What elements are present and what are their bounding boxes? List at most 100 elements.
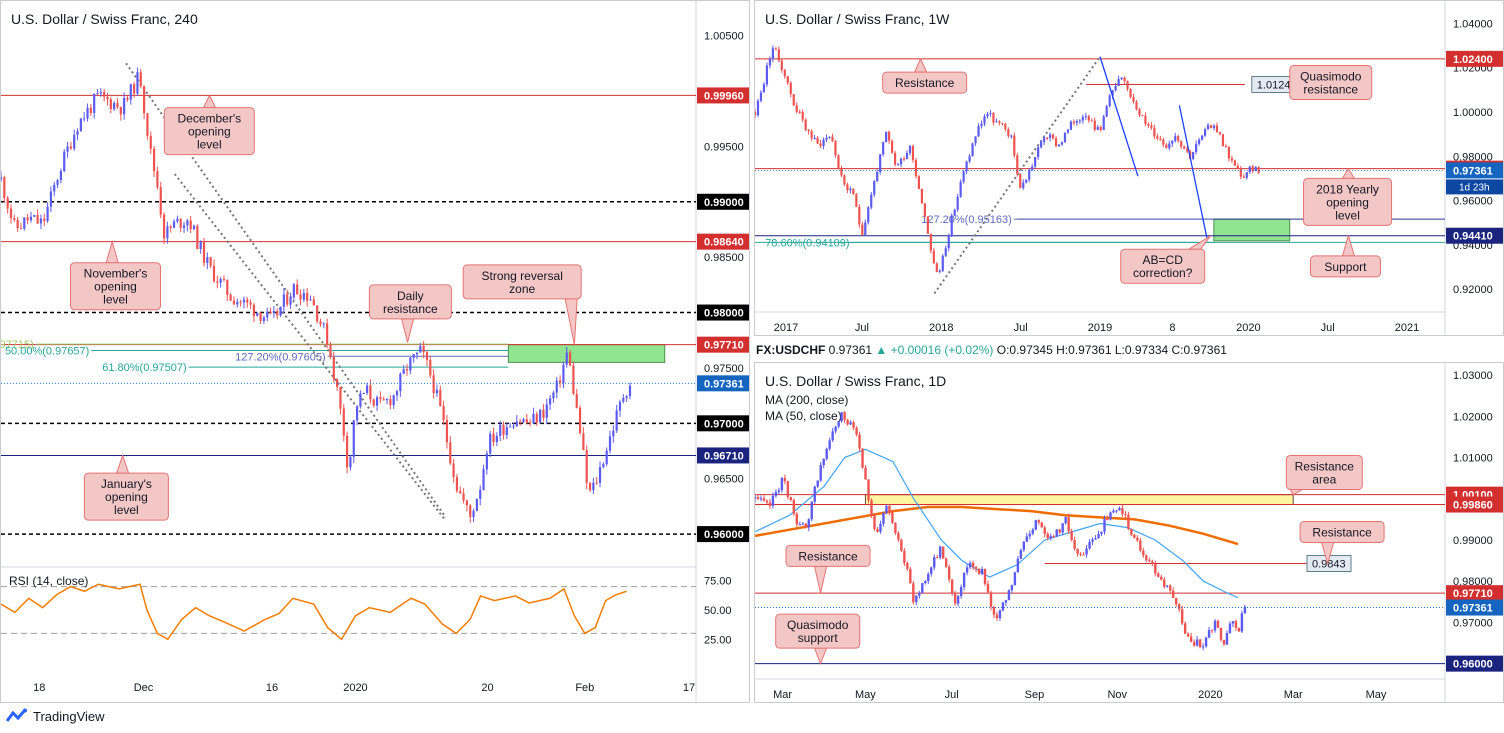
- candle-body: [1257, 167, 1260, 173]
- candle-body: [66, 146, 69, 152]
- candle-body: [379, 397, 382, 400]
- candle-body: [1150, 125, 1153, 128]
- candle-body: [292, 284, 295, 298]
- candle-body: [1169, 585, 1172, 591]
- candle-body: [879, 154, 882, 172]
- candle-body: [998, 121, 1001, 123]
- candle-body: [1160, 576, 1163, 580]
- candle-body: [1084, 116, 1087, 118]
- candle-body: [1192, 641, 1196, 646]
- candle-body: [519, 421, 522, 423]
- candle-body: [179, 218, 182, 228]
- level-price-label: 1.02400: [1453, 54, 1493, 66]
- symbol-name: FX:USDCHF: [756, 343, 826, 357]
- candle-body: [1245, 172, 1248, 178]
- candle-body: [462, 493, 465, 501]
- level-price-label: 0.97000: [704, 418, 744, 430]
- candle-body: [1076, 548, 1079, 554]
- candle-body: [412, 354, 415, 358]
- callout-box: [1309, 255, 1381, 278]
- candle-body: [1200, 135, 1204, 140]
- weekly-chart-panel[interactable]: U.S. Dollar / Swiss Franc, 1W 1.04000 1.0…: [754, 0, 1504, 336]
- candle-body: [986, 113, 989, 117]
- candle-body: [9, 208, 13, 219]
- level-price-tag: [697, 526, 749, 543]
- daily-chart-svg[interactable]: 1.030001.020001.010000.990000.980000.970…: [755, 363, 1504, 703]
- candle-body: [867, 479, 870, 501]
- candle-body: [326, 323, 329, 345]
- callout-text: Resistance: [1295, 459, 1355, 473]
- candle-body: [962, 171, 965, 182]
- candle-body: [1109, 512, 1112, 520]
- candle-body: [1129, 89, 1132, 98]
- candle-body: [106, 96, 109, 100]
- candle-body: [789, 82, 792, 95]
- price-tick-label: 1.00500: [704, 31, 744, 43]
- candle-body: [783, 69, 786, 77]
- candle-body: [834, 141, 837, 156]
- candle-body: [6, 198, 9, 209]
- candle-body: [1007, 590, 1011, 601]
- candle-body: [532, 413, 535, 424]
- reversal-zone: [864, 494, 1294, 506]
- candle-body: [482, 469, 485, 490]
- candle-body: [472, 511, 475, 517]
- candle-body: [1151, 561, 1154, 564]
- candle-body: [1103, 518, 1106, 532]
- candle-body: [974, 136, 977, 144]
- candle-body: [1233, 160, 1236, 166]
- candle-body: [605, 450, 608, 465]
- h4-chart-panel[interactable]: U.S. Dollar / Swiss Franc, 240 1.00500 0.…: [0, 0, 750, 703]
- rsi-line: [1, 583, 627, 641]
- tradingview-brand[interactable]: TradingView: [6, 708, 105, 724]
- candle-body: [1117, 79, 1120, 86]
- candle-body: [765, 65, 769, 85]
- candle-body: [89, 107, 92, 113]
- candle-body: [1051, 134, 1055, 139]
- candle-body: [968, 562, 972, 568]
- candle-body: [1231, 621, 1235, 624]
- candle-body: [432, 375, 435, 394]
- level-price-tag: [697, 193, 749, 210]
- candle-body: [1094, 538, 1097, 540]
- callout-pointer: [202, 94, 217, 109]
- candle-body: [365, 385, 369, 393]
- candle-body: [83, 118, 86, 120]
- candle-body: [239, 301, 242, 303]
- candle-body: [807, 129, 810, 132]
- candle-body: [259, 312, 262, 321]
- candle-body: [312, 299, 315, 306]
- candle-body: [1100, 531, 1103, 534]
- candle-body: [439, 389, 442, 407]
- callout-box: [368, 284, 452, 320]
- callout-pointer: [913, 57, 928, 73]
- candle-body: [1242, 176, 1245, 178]
- candle-body: [879, 523, 882, 532]
- candle-body: [552, 392, 555, 399]
- h4-chart-svg[interactable]: 1.00500 0.99500 0.98500 0.97500 0.96500 18 Dec…: [1, 1, 750, 703]
- tradingview-brand-name: TradingView: [33, 708, 105, 724]
- candle-body: [469, 505, 472, 517]
- candle-body: [1254, 167, 1257, 172]
- time-tick-label: 8: [1169, 322, 1175, 334]
- candle-body: [535, 413, 538, 423]
- candle-body: [119, 107, 122, 115]
- candle-body: [1195, 639, 1199, 646]
- candle-body: [1081, 117, 1084, 121]
- callout-text: December's: [177, 112, 241, 126]
- candle-body: [947, 235, 950, 249]
- daily-chart-panel[interactable]: U.S. Dollar / Swiss Franc, 1D MA (200, c…: [754, 362, 1504, 703]
- level-price-tag: [697, 87, 749, 104]
- callout-text: level: [1335, 208, 1360, 222]
- callout-text: area: [1312, 472, 1336, 486]
- callout-text: January's: [101, 477, 152, 491]
- candle-body: [933, 557, 936, 568]
- candle-body: [1007, 129, 1010, 136]
- candle-body: [1121, 507, 1124, 515]
- candle-body: [900, 539, 903, 551]
- candle-body: [992, 112, 995, 123]
- candle-body: [1013, 572, 1017, 586]
- candle-body: [924, 581, 927, 584]
- candle-body: [905, 152, 909, 159]
- weekly-chart-svg[interactable]: 1.040001.020001.000000.980000.960000.940…: [755, 1, 1504, 336]
